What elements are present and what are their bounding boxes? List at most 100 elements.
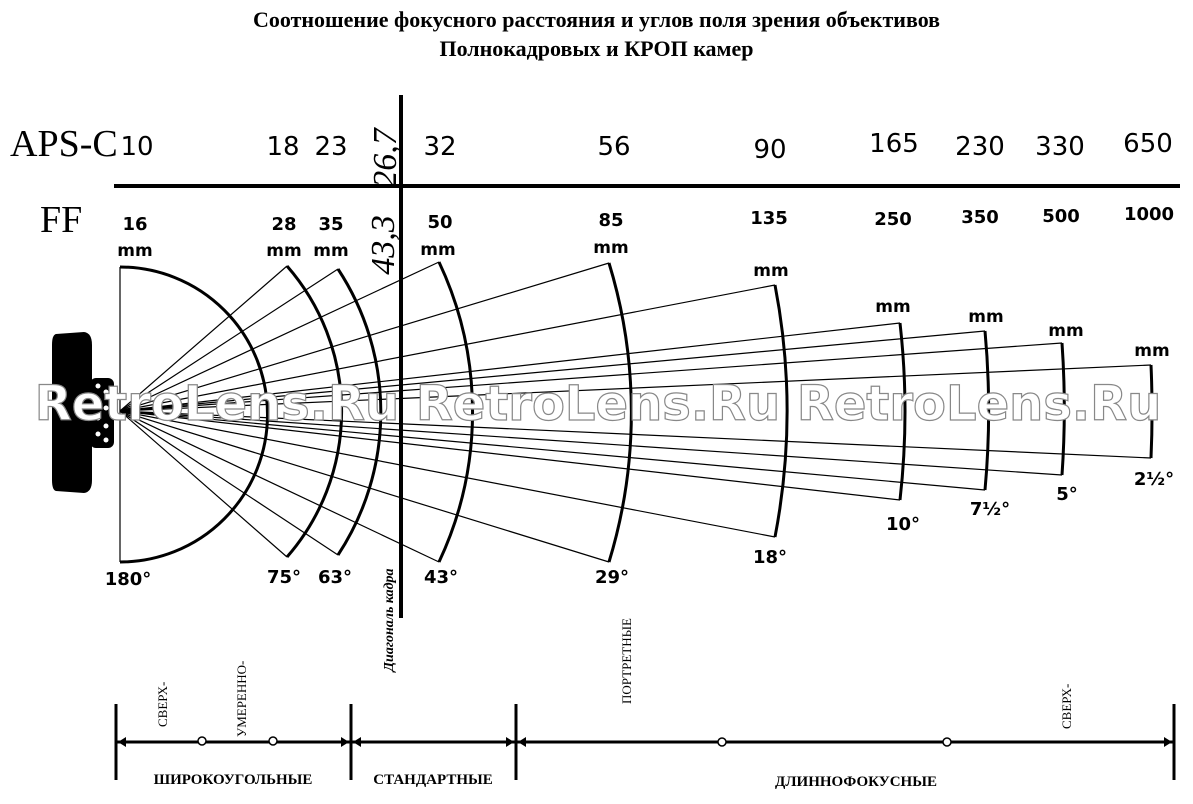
subcategory-moderate-wide: УМЕРЕННО- (234, 661, 249, 737)
fan-arc (285, 265, 344, 558)
lens-mount-icon (90, 378, 114, 448)
arrowhead-right (1164, 737, 1172, 747)
fan-arc (983, 330, 991, 491)
arrowhead-standard-start (353, 737, 361, 747)
focal-unit-label: mm (1048, 321, 1083, 341)
lens-fan (119, 284, 789, 538)
apsc-focal-label: 56 (597, 132, 630, 162)
focal-unit-label: mm (968, 307, 1003, 327)
lens-labels: 10 16 mm 180° 18 28 mm 75° 23 35 mm 63° 32 50 mm 43° 56 8… (105, 129, 1174, 590)
lens-fan (119, 268, 383, 556)
angle-of-view-fans (119, 261, 1154, 564)
angle-of-view-label: 18° (753, 547, 787, 568)
ff-focal-label: 28 (271, 214, 296, 235)
fan-ray-top (119, 364, 1152, 412)
lens-fan (119, 322, 907, 501)
fan-arc (119, 265, 269, 564)
fan-ray-top (119, 261, 440, 412)
fan-ray-bottom (119, 410, 440, 563)
ff-focal-label: 85 (598, 210, 623, 231)
fan-arc (437, 261, 475, 563)
lens-fan (119, 262, 633, 563)
fan-arc (1149, 364, 1154, 459)
fan-ray-top (119, 322, 901, 412)
diagonal-caption: Диагональ кадра (382, 568, 397, 673)
bracket-node (268, 736, 278, 746)
apsc-focal-label: 23 (314, 132, 347, 162)
fan-ray-bottom (119, 410, 986, 491)
subcategory-portrait: ПОРТРЕТНЫЕ (619, 618, 634, 704)
apsc-focal-label: 650 (1123, 129, 1173, 159)
ff-focal-label: 350 (961, 207, 999, 228)
focal-unit-label: mm (1134, 341, 1169, 361)
fan-ray-bottom (119, 410, 901, 501)
angle-of-view-label: 29° (595, 567, 629, 588)
fan-arc (1060, 342, 1066, 476)
chart-subtitle: Полнокадровых и КРОП камер (439, 36, 754, 61)
arrowhead-wide-end (341, 737, 349, 747)
angle-of-view-label: 180° (105, 569, 152, 590)
fan-ray-top (119, 342, 1063, 412)
category-standard-label: СТАНДАРТНЫЕ (373, 772, 493, 788)
angle-of-view-label: 43° (424, 567, 458, 588)
angle-of-view-label: 75° (267, 567, 301, 588)
ff-focal-label: 250 (874, 209, 912, 230)
fan-arc (607, 262, 633, 563)
ff-focal-label: 135 (750, 208, 788, 229)
chart-title: Соотношение фокусного расстояния и углов… (252, 7, 941, 32)
ff-row-label: FF (40, 199, 82, 241)
fan-arc (898, 322, 907, 501)
lens-fan (119, 330, 991, 491)
arrowhead-tele-start (518, 737, 526, 747)
fan-ray-bottom (119, 410, 1152, 459)
focal-unit-label: mm (420, 240, 455, 260)
camera-body-icon (52, 332, 92, 493)
focal-unit-label: mm (313, 241, 348, 261)
ff-focal-label: 35 (318, 214, 343, 235)
fan-ray-bottom (119, 410, 339, 556)
lens-fan (119, 265, 269, 564)
apsc-focal-label: 230 (955, 132, 1005, 162)
focal-unit-label: mm (875, 297, 910, 317)
subcategory-super-wide: СВЕРХ- (155, 682, 170, 727)
focal-unit-label: mm (266, 241, 301, 261)
fan-ray-bottom (119, 410, 1063, 476)
fan-ray-top (119, 284, 776, 412)
focal-unit-label: mm (753, 261, 788, 281)
angle-of-view-label: 10° (886, 514, 920, 535)
mount-ring-dots (95, 383, 109, 443)
apsc-focal-label: 18 (266, 132, 299, 162)
fan-ray-top (119, 330, 986, 412)
angle-of-view-label: 63° (318, 567, 352, 588)
ff-focal-label: 50 (427, 212, 452, 233)
ff-focal-label: 500 (1042, 206, 1080, 227)
ff-focal-label: 16 (122, 214, 147, 235)
apsc-diagonal-value: 26,7 (367, 126, 404, 188)
category-bracket: ШИРОКОУГОЛЬНЫЕ СТАНДАРТНЫЕ ДЛИННОФОКУСНЫ… (114, 618, 1176, 790)
subcategory-super-tele: СВЕРХ- (1059, 684, 1074, 729)
ff-diagonal-value: 43,3 (365, 215, 402, 275)
apsc-row-label: APS-C (10, 123, 118, 165)
angle-of-view-label: 5° (1056, 484, 1078, 505)
lens-fan (119, 364, 1154, 459)
fan-arc (773, 284, 789, 538)
angle-of-view-label: 2½° (1134, 469, 1174, 490)
lens-fan (119, 342, 1066, 476)
watermark-text: RetroLens.Ru RetroLens.Ru RetroLens.Ru (35, 376, 1162, 432)
bracket-node (717, 737, 727, 747)
fan-ray-bottom (119, 410, 610, 563)
apsc-focal-label: 90 (753, 135, 786, 165)
fan-arc (336, 268, 383, 556)
apsc-focal-label: 10 (120, 132, 153, 162)
arrowhead-standard-end (506, 737, 514, 747)
angle-of-view-label: 7½° (970, 499, 1010, 520)
category-wide-label: ШИРОКОУГОЛЬНЫЕ (154, 772, 313, 788)
category-tele-label: ДЛИННОФОКУСНЫЕ (775, 774, 937, 790)
apsc-focal-label: 165 (869, 129, 919, 159)
fan-ray-top (119, 268, 339, 412)
bracket-node (197, 736, 207, 746)
fan-ray-top (119, 262, 610, 412)
fan-ray-bottom (119, 410, 776, 538)
ff-focal-label: 1000 (1124, 204, 1174, 225)
